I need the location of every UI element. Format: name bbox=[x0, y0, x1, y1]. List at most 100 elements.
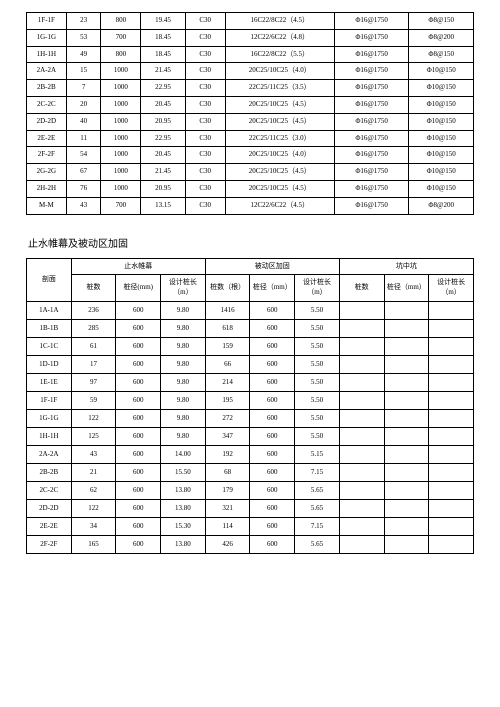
table-cell: 20C25/10C25（4.0） bbox=[225, 147, 334, 164]
table-cell: 700 bbox=[101, 197, 141, 214]
header-group: 止水帷幕 bbox=[71, 258, 205, 275]
table-cell: 13.15 bbox=[141, 197, 186, 214]
table-cell: 600 bbox=[250, 301, 295, 319]
table-cell: 2F-2F bbox=[27, 147, 67, 164]
table-cell: 600 bbox=[250, 391, 295, 409]
table-cell: 43 bbox=[66, 197, 101, 214]
table-cell bbox=[384, 301, 429, 319]
table-cell: 19.45 bbox=[141, 13, 186, 30]
table-cell bbox=[429, 463, 474, 481]
table-cell: 22.95 bbox=[141, 80, 186, 97]
table-cell: 600 bbox=[250, 409, 295, 427]
table-cell bbox=[384, 463, 429, 481]
table-cell: 2B-2B bbox=[27, 463, 72, 481]
table-cell: 61 bbox=[71, 337, 116, 355]
table-cell: 13.80 bbox=[161, 481, 206, 499]
table-cell: 16C22/8C22（5.5） bbox=[225, 46, 334, 63]
table-cell: 20 bbox=[66, 96, 101, 113]
table-cell: 600 bbox=[250, 463, 295, 481]
table-cell: 122 bbox=[71, 499, 116, 517]
table-cell: 13.80 bbox=[161, 535, 206, 553]
table-cell bbox=[429, 409, 474, 427]
table-cell: 20C25/10C25（4.5） bbox=[225, 180, 334, 197]
table-cell: 14.00 bbox=[161, 445, 206, 463]
table-row: 1H-1H4980018.45C3016C22/8C22（5.5）Φ16@175… bbox=[27, 46, 474, 63]
table-cell: 5.50 bbox=[295, 427, 340, 445]
table-cell bbox=[429, 535, 474, 553]
table-cell: 600 bbox=[116, 319, 161, 337]
table-cell bbox=[429, 319, 474, 337]
table-row: 2B-2B7100022.95C3022C25/11C25（3.5）Φ16@17… bbox=[27, 80, 474, 97]
table-cell: 12C22/6C22（4.5） bbox=[225, 197, 334, 214]
table-cell: 426 bbox=[205, 535, 250, 553]
table-cell: 1000 bbox=[101, 63, 141, 80]
table-cell bbox=[339, 319, 384, 337]
table-row: 2E-2E11100022.95C3022C25/11C25（3.0）Φ16@1… bbox=[27, 130, 474, 147]
table-cell: 20C25/10C25（4.5） bbox=[225, 164, 334, 181]
table-cell: 9.80 bbox=[161, 355, 206, 373]
table-cell: Φ16@1750 bbox=[334, 29, 409, 46]
header-cell: 桩数 bbox=[71, 275, 116, 302]
table-row: 2D-2D12260013.803216005.65 bbox=[27, 499, 474, 517]
table-cell: 53 bbox=[66, 29, 101, 46]
table-cell: 114 bbox=[205, 517, 250, 535]
table-cell: 68 bbox=[205, 463, 250, 481]
table-cell bbox=[429, 481, 474, 499]
table-cell bbox=[339, 463, 384, 481]
table-cell: 9.80 bbox=[161, 301, 206, 319]
table-cell: 1G-1G bbox=[27, 29, 67, 46]
table-cell: 9.80 bbox=[161, 337, 206, 355]
table-cell: 5.50 bbox=[295, 319, 340, 337]
table-cell: Φ16@1750 bbox=[334, 80, 409, 97]
table-cell: 600 bbox=[116, 445, 161, 463]
table-cell: 1F-1F bbox=[27, 391, 72, 409]
table-cell: 1000 bbox=[101, 147, 141, 164]
table-row: 1E-1E976009.802146005.50 bbox=[27, 373, 474, 391]
table-cell: 1416 bbox=[205, 301, 250, 319]
header-cell: 设计桩长（m） bbox=[429, 275, 474, 302]
table-cell: Φ10@150 bbox=[409, 130, 474, 147]
table-row: 1F-1F596009.801956005.50 bbox=[27, 391, 474, 409]
table-row: 1G-1G5370018.45C3012C22/6C22（4.8）Φ16@175… bbox=[27, 29, 474, 46]
table-cell: C30 bbox=[185, 113, 225, 130]
table-cell: Φ16@1750 bbox=[334, 180, 409, 197]
table-cell: Φ10@150 bbox=[409, 164, 474, 181]
table-cell: C30 bbox=[185, 63, 225, 80]
table-cell: 40 bbox=[66, 113, 101, 130]
table-row: M-M4370013.15C3012C22/6C22（4.5）Φ16@1750Φ… bbox=[27, 197, 474, 214]
table-cell: 20C25/10C25（4.0） bbox=[225, 63, 334, 80]
table-cell bbox=[339, 499, 384, 517]
table-cell bbox=[339, 535, 384, 553]
table-cell: Φ10@150 bbox=[409, 147, 474, 164]
table-cell: 20.95 bbox=[141, 113, 186, 130]
table-cell: 13.80 bbox=[161, 499, 206, 517]
table-cell: Φ16@1750 bbox=[334, 130, 409, 147]
table-cell: 1000 bbox=[101, 113, 141, 130]
table-cell: 600 bbox=[116, 337, 161, 355]
table-cell: 20.45 bbox=[141, 96, 186, 113]
table-cell: 600 bbox=[250, 319, 295, 337]
table-cell: 600 bbox=[250, 535, 295, 553]
table-cell bbox=[429, 373, 474, 391]
table-cell: 600 bbox=[250, 517, 295, 535]
table-cell: 192 bbox=[205, 445, 250, 463]
table-cell: 600 bbox=[116, 535, 161, 553]
section-title: 止水帷幕及被动区加固 bbox=[28, 235, 474, 250]
table-cell bbox=[384, 355, 429, 373]
table-cell: 22C25/11C25（3.0） bbox=[225, 130, 334, 147]
table-cell: 1000 bbox=[101, 164, 141, 181]
header-cell: 桩数（根） bbox=[205, 275, 250, 302]
table-cell bbox=[384, 409, 429, 427]
table-cell bbox=[384, 481, 429, 499]
table-cell: 1000 bbox=[101, 80, 141, 97]
table-cell: C30 bbox=[185, 29, 225, 46]
table-cell: 20.45 bbox=[141, 147, 186, 164]
table-cell: 12C22/6C22（4.8） bbox=[225, 29, 334, 46]
table-cell bbox=[339, 445, 384, 463]
table-cell: C30 bbox=[185, 46, 225, 63]
table-cell: 22.95 bbox=[141, 130, 186, 147]
table-cell: C30 bbox=[185, 13, 225, 30]
header-group: 坑中坑 bbox=[339, 258, 473, 275]
table-cell: Φ10@150 bbox=[409, 113, 474, 130]
table-cell: 62 bbox=[71, 481, 116, 499]
